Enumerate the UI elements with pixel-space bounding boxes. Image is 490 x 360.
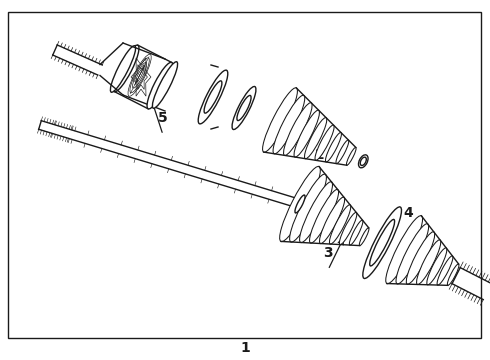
Text: 5: 5 bbox=[158, 111, 168, 125]
Text: 3: 3 bbox=[323, 246, 333, 260]
Ellipse shape bbox=[396, 224, 429, 284]
Ellipse shape bbox=[325, 132, 342, 162]
Ellipse shape bbox=[198, 70, 228, 124]
Ellipse shape bbox=[406, 232, 435, 284]
Text: 2: 2 bbox=[315, 148, 325, 162]
Ellipse shape bbox=[437, 256, 453, 285]
Ellipse shape bbox=[299, 182, 333, 243]
Text: 1: 1 bbox=[240, 341, 250, 355]
Ellipse shape bbox=[369, 220, 394, 266]
Ellipse shape bbox=[204, 81, 222, 113]
Ellipse shape bbox=[280, 166, 320, 242]
Ellipse shape bbox=[295, 195, 305, 213]
Ellipse shape bbox=[273, 95, 305, 154]
Ellipse shape bbox=[304, 118, 327, 159]
Ellipse shape bbox=[232, 86, 256, 130]
Ellipse shape bbox=[336, 140, 349, 164]
Ellipse shape bbox=[447, 264, 459, 285]
Ellipse shape bbox=[263, 88, 297, 152]
Ellipse shape bbox=[386, 216, 422, 284]
Ellipse shape bbox=[110, 46, 136, 92]
Ellipse shape bbox=[113, 45, 139, 92]
Ellipse shape bbox=[319, 197, 344, 244]
Ellipse shape bbox=[427, 248, 447, 285]
Ellipse shape bbox=[329, 205, 351, 244]
Ellipse shape bbox=[363, 207, 401, 279]
Ellipse shape bbox=[237, 95, 251, 121]
Ellipse shape bbox=[349, 220, 363, 245]
Ellipse shape bbox=[310, 189, 339, 243]
Ellipse shape bbox=[290, 174, 326, 242]
Text: 4: 4 bbox=[403, 206, 413, 220]
Ellipse shape bbox=[359, 155, 368, 168]
Ellipse shape bbox=[340, 212, 357, 245]
Ellipse shape bbox=[315, 125, 334, 160]
Ellipse shape bbox=[346, 147, 356, 165]
Ellipse shape bbox=[152, 62, 177, 108]
Ellipse shape bbox=[416, 240, 441, 284]
Ellipse shape bbox=[360, 157, 367, 166]
Ellipse shape bbox=[294, 110, 319, 157]
Ellipse shape bbox=[359, 228, 369, 246]
Ellipse shape bbox=[284, 103, 312, 156]
Ellipse shape bbox=[147, 62, 173, 109]
